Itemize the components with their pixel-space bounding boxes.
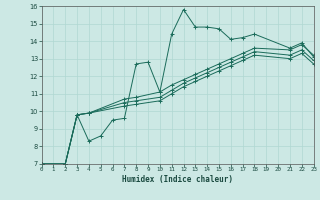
X-axis label: Humidex (Indice chaleur): Humidex (Indice chaleur) (122, 175, 233, 184)
